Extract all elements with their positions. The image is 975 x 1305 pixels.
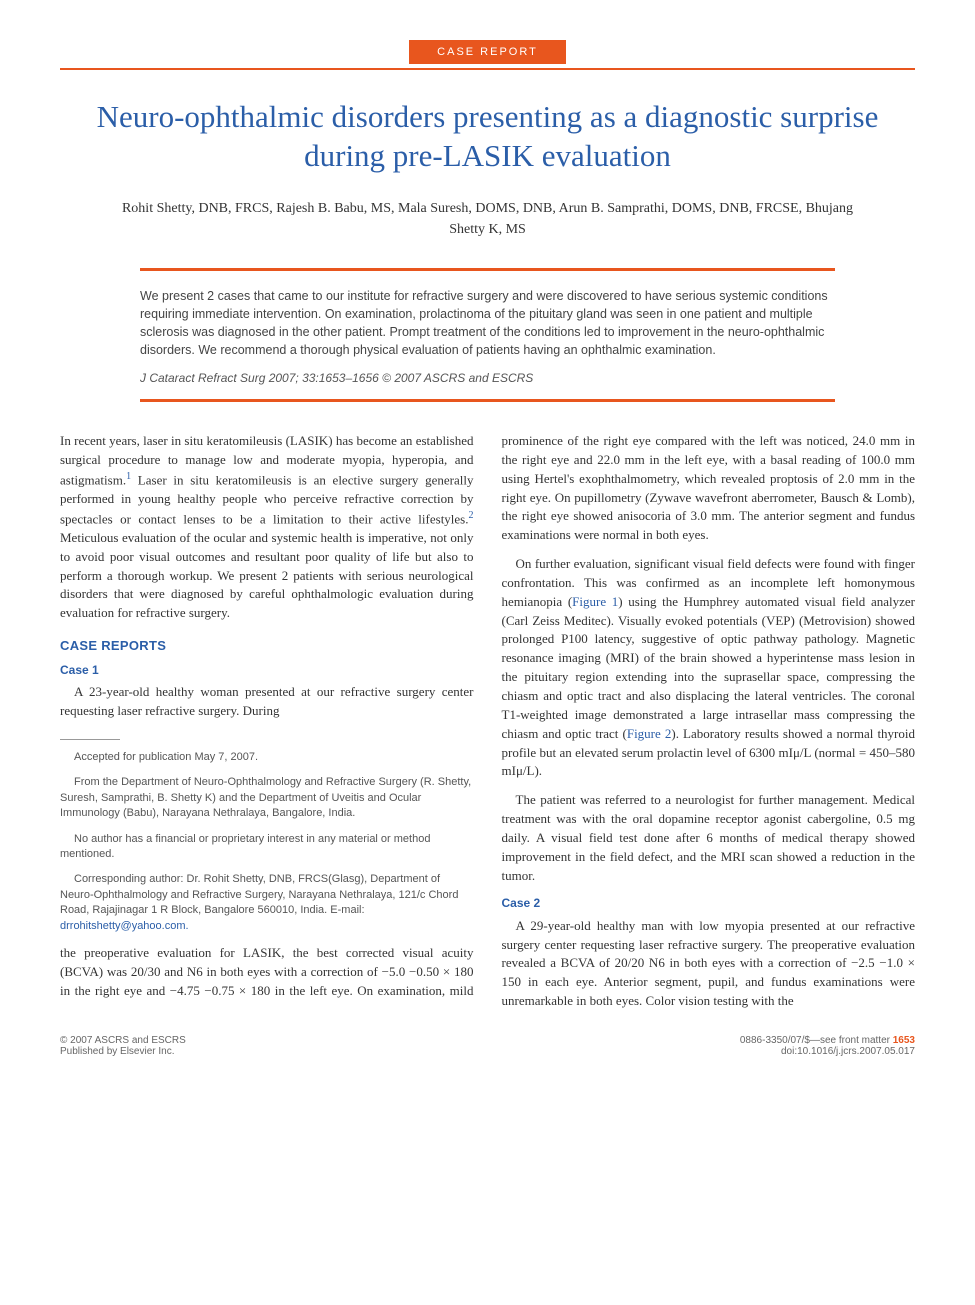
corresponding-email-link[interactable]: drrohitshetty@yahoo.com. xyxy=(60,920,189,932)
page-number: 1653 xyxy=(893,1035,915,1046)
heading-case-1: Case 1 xyxy=(60,662,474,679)
footnote-disclosure: No author has a financial or proprietary… xyxy=(60,832,474,863)
figure-1-ref[interactable]: Figure 1 xyxy=(572,594,618,609)
issn-line: 0886-3350/07/$—see front matter 1653 xyxy=(740,1035,915,1046)
abstract-text: We present 2 cases that came to our inst… xyxy=(140,287,835,360)
author-list: Rohit Shetty, DNB, FRCS, Rajesh B. Babu,… xyxy=(120,198,855,240)
case1-paragraph-3: On further evaluation, significant visua… xyxy=(502,555,916,781)
intro-paragraph: In recent years, laser in situ keratomil… xyxy=(60,432,474,623)
intro-text-3: Meticulous evaluation of the ocular and … xyxy=(60,530,474,620)
p3b: ) using the Humphrey automated visual fi… xyxy=(502,594,916,741)
issn-text: 0886-3350/07/$—see front matter xyxy=(740,1035,893,1046)
rule-top xyxy=(60,68,915,70)
doi-line: doi:10.1016/j.jcrs.2007.05.017 xyxy=(740,1046,915,1057)
article-type-badge: CASE REPORT xyxy=(409,40,566,64)
rule-abstract-top xyxy=(140,268,835,271)
footnote-corr-text: Corresponding author: Dr. Rohit Shetty, … xyxy=(60,873,458,916)
case1-paragraph-1: A 23-year-old healthy woman presented at… xyxy=(60,683,474,721)
case1-paragraph-4: The patient was referred to a neurologis… xyxy=(502,791,916,885)
ref-2[interactable]: 2 xyxy=(469,510,474,521)
body-columns: In recent years, laser in situ keratomil… xyxy=(60,432,915,1011)
figure-2-ref[interactable]: Figure 2 xyxy=(627,726,672,741)
rule-abstract-bottom xyxy=(140,399,835,402)
footnote-affiliation: From the Department of Neuro-Ophthalmolo… xyxy=(60,775,474,821)
journal-citation: J Cataract Refract Surg 2007; 33:1653–16… xyxy=(140,371,835,385)
publisher-line: Published by Elsevier Inc. xyxy=(60,1046,186,1057)
section-case-reports: CASE REPORTS xyxy=(60,637,474,656)
footnote-accepted: Accepted for publication May 7, 2007. xyxy=(60,750,474,765)
footer-right: 0886-3350/07/$—see front matter 1653 doi… xyxy=(740,1035,915,1057)
copyright-line: © 2007 ASCRS and ESCRS xyxy=(60,1035,186,1046)
page-footer: © 2007 ASCRS and ESCRS Published by Else… xyxy=(60,1035,915,1057)
footnote-separator xyxy=(60,739,120,740)
footnote-corresponding: Corresponding author: Dr. Rohit Shetty, … xyxy=(60,872,474,934)
heading-case-2: Case 2 xyxy=(502,895,916,912)
footer-left: © 2007 ASCRS and ESCRS Published by Else… xyxy=(60,1035,186,1057)
article-title: Neuro-ophthalmic disorders presenting as… xyxy=(90,98,885,176)
case2-paragraph-1: A 29-year-old healthy man with low myopi… xyxy=(502,917,916,1011)
